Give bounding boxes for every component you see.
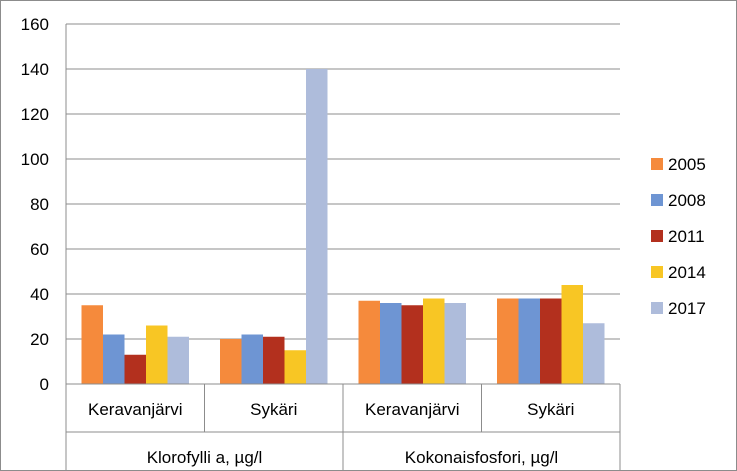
bar-2014-2 (284, 350, 306, 384)
bar-2005-3 (358, 300, 380, 384)
y-tick-label: 20 (30, 330, 49, 349)
bar-2011-4 (540, 298, 562, 384)
bar-2017-3 (444, 303, 466, 384)
bar-2005-2 (220, 339, 242, 384)
group-label: Kokonaisfosfori, µg/l (405, 448, 558, 467)
y-tick-label: 40 (30, 285, 49, 304)
bar-2008-4 (518, 298, 540, 384)
legend-label: 2008 (668, 191, 706, 210)
legend-label: 2005 (668, 155, 706, 174)
category-label: Keravanjärvi (88, 400, 183, 419)
y-tick-label: 0 (40, 375, 49, 394)
bar-2011-3 (401, 305, 423, 384)
bar-2005-4 (497, 298, 519, 384)
y-tick-label: 120 (21, 105, 49, 124)
bar-2008-2 (241, 334, 263, 384)
bar-2011-1 (124, 354, 146, 384)
bar-2014-1 (146, 325, 168, 384)
bar-2011-2 (263, 336, 285, 384)
legend-label: 2011 (668, 227, 705, 246)
legend-label: 2014 (668, 263, 706, 282)
legend-label: 2017 (668, 299, 706, 318)
category-label: Sykäri (250, 400, 297, 419)
legend-swatch-2008 (651, 194, 663, 206)
group-label: Klorofylli a, µg/l (147, 448, 263, 467)
y-tick-label: 60 (30, 240, 49, 259)
category-label: Sykäri (527, 400, 574, 419)
legend-swatch-2017 (651, 302, 663, 314)
legend-swatch-2011 (651, 230, 663, 242)
bar-2017-2 (306, 69, 328, 384)
bar-2014-4 (561, 285, 583, 384)
bar-2017-1 (167, 336, 189, 384)
legend-swatch-2005 (651, 158, 663, 170)
category-label: Keravanjärvi (365, 400, 460, 419)
bar-2008-1 (103, 334, 125, 384)
bar-2014-3 (423, 298, 445, 384)
bar-2005-1 (81, 305, 103, 384)
bar-2008-3 (380, 303, 402, 384)
y-tick-label: 140 (21, 60, 49, 79)
y-tick-label: 80 (30, 195, 49, 214)
y-tick-label: 160 (21, 15, 49, 34)
bar-2017-4 (583, 323, 605, 384)
legend-swatch-2014 (651, 266, 663, 278)
y-tick-label: 100 (21, 150, 49, 169)
